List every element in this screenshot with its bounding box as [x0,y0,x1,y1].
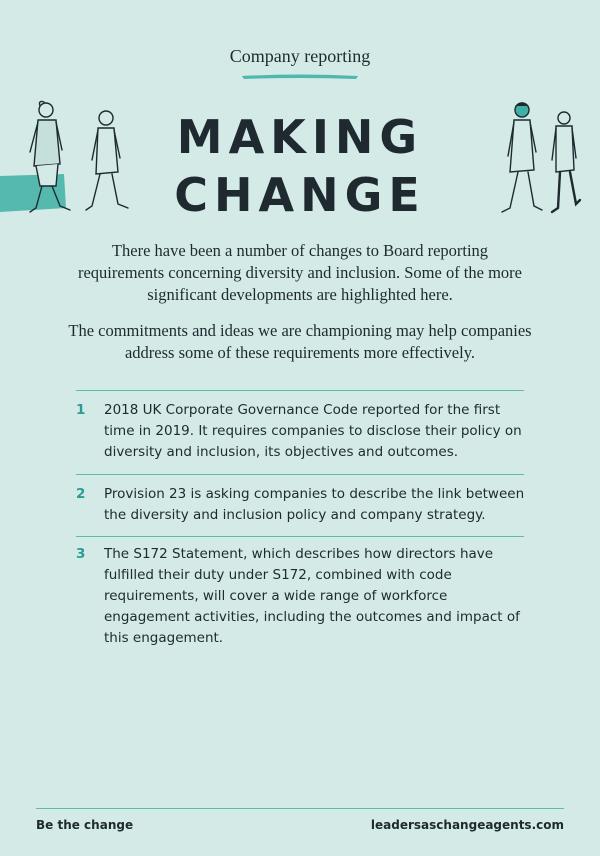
headline-line-2: CHANGE [174,168,426,222]
list-item-text: The S172 Statement, which describes how … [104,546,520,646]
list-item-number: 2 [76,486,86,502]
headline-line-1: MAKING [176,110,424,164]
walking-people-illustration-right [501,102,582,214]
brush-underline [242,74,358,79]
list-item-text: 2018 UK Corporate Governance Code report… [104,402,522,460]
divider [76,536,524,537]
footer-divider [36,808,564,809]
list-item-number: 1 [76,402,86,418]
list-item: 3 The S172 Statement, which describes ho… [76,544,526,649]
list-item: 1 2018 UK Corporate Governance Code repo… [76,400,526,463]
intro-paragraph-2: The commitments and ideas we are champio… [68,321,532,362]
list-item-number: 3 [76,546,86,562]
walking-people-illustration-left [0,100,129,213]
list-item: 2 Provision 23 is asking companies to de… [76,484,526,526]
divider [76,390,524,391]
page-kicker: Company reporting [229,46,371,66]
list-item-text: Provision 23 is asking companies to desc… [104,486,525,523]
intro-paragraph-1: There have been a number of changes to B… [77,241,522,304]
footer-tagline: Be the change [36,818,134,832]
divider [76,474,524,475]
footer-website: leadersaschangeagents.com [370,818,564,832]
page-headline: MAKING CHANGE [0,108,600,224]
